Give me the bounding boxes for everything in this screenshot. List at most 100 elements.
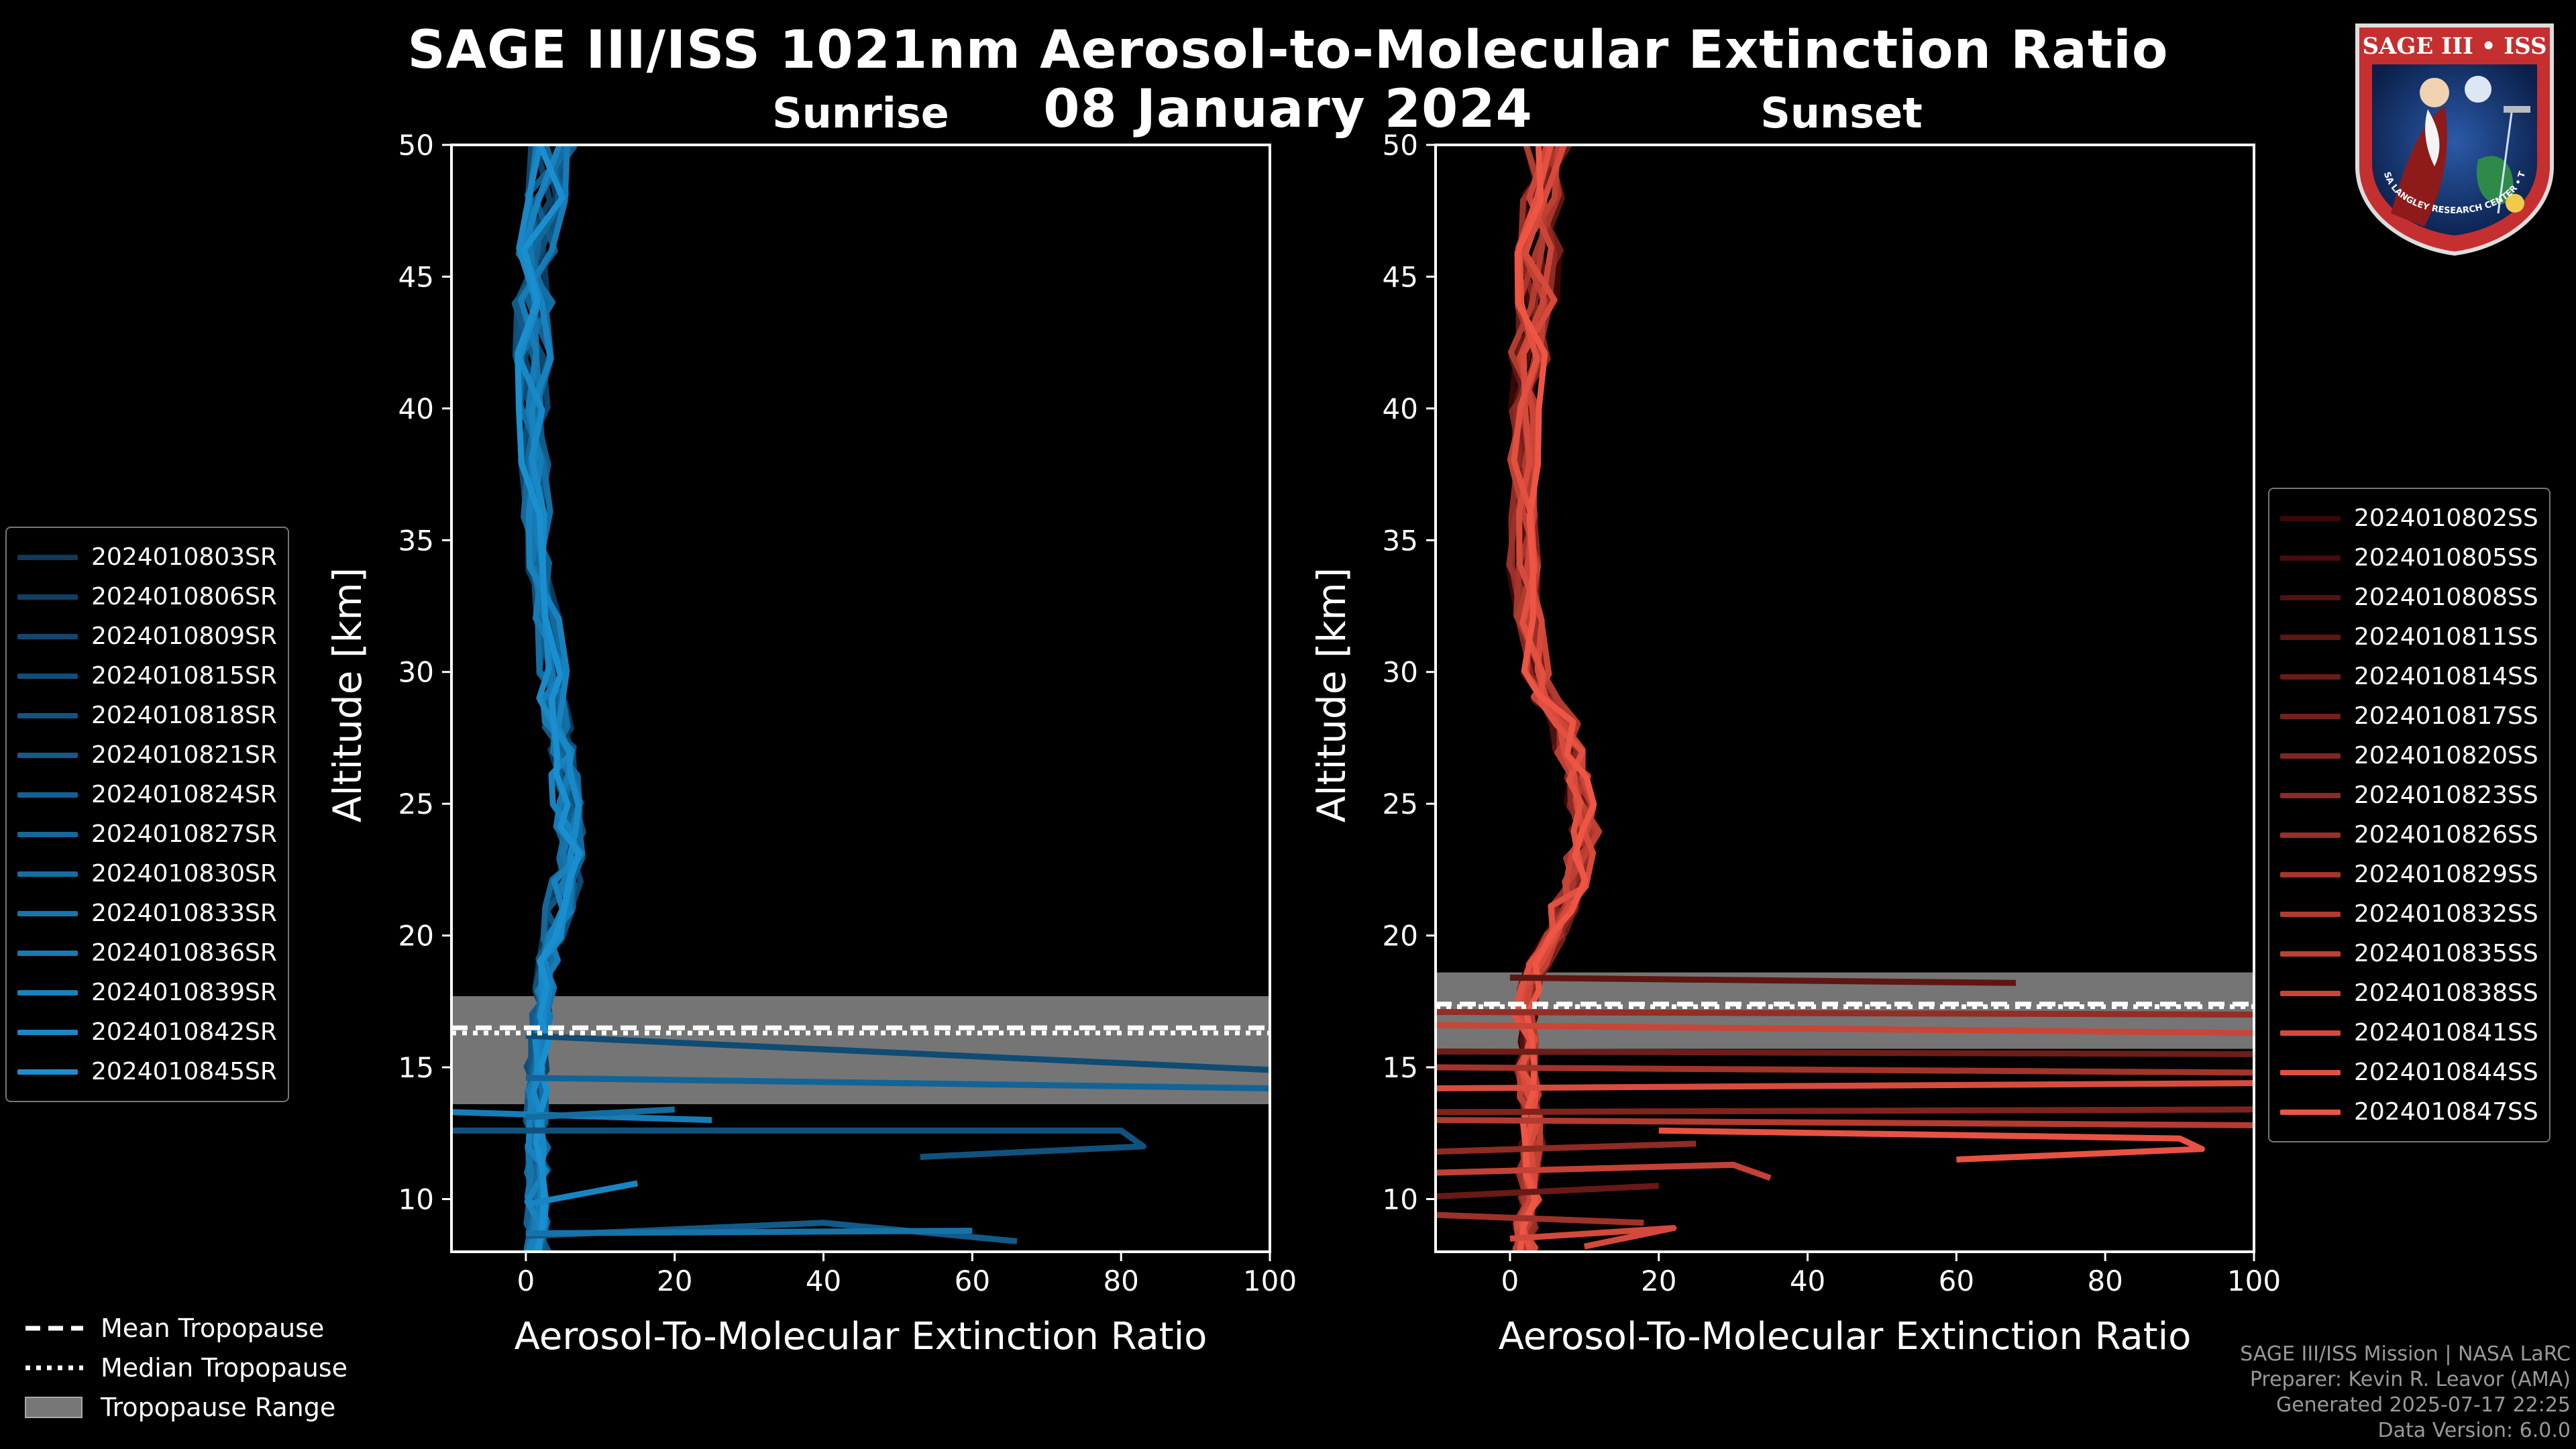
legend-label: 2024010808SS bbox=[2354, 584, 2538, 611]
dotted-line-icon bbox=[25, 1365, 83, 1370]
legend-label: 2024010842SR bbox=[91, 1018, 277, 1046]
legend-swatch bbox=[2280, 1030, 2341, 1036]
legend-swatch bbox=[2280, 753, 2341, 759]
legend-item-2024010802SS: 2024010802SS bbox=[2280, 498, 2538, 538]
legend-item-2024010820SS: 2024010820SS bbox=[2280, 736, 2538, 775]
sunset-ytick-label: 15 bbox=[1383, 1051, 1418, 1084]
sunset-spike-line bbox=[1509, 974, 2017, 986]
legend-swatch bbox=[17, 871, 78, 877]
legend-item-2024010838SS: 2024010838SS bbox=[2280, 973, 2538, 1013]
sunrise-ytick-label: 50 bbox=[398, 129, 434, 162]
legend-label: 2024010809SR bbox=[91, 623, 277, 650]
legend-label: 2024010836SR bbox=[91, 939, 277, 967]
legend-swatch bbox=[17, 594, 78, 600]
legend-swatch bbox=[2280, 832, 2341, 838]
sage-mission-logo: SAGE III • ISS BALL • NASA LANGLEY RESEA… bbox=[2341, 5, 2565, 260]
legend-item-2024010845SR: 2024010845SR bbox=[17, 1052, 277, 1091]
legend-label: 2024010820SS bbox=[2354, 742, 2538, 769]
legend-item-2024010805SS: 2024010805SS bbox=[2280, 538, 2538, 578]
sunset-spike-line bbox=[1436, 1140, 1697, 1155]
sunset-xtick-label: 80 bbox=[2087, 1265, 2123, 1297]
legend-item-2024010815SR: 2024010815SR bbox=[17, 656, 277, 696]
sunset-xtick-label: 40 bbox=[1790, 1265, 1825, 1297]
legend-item-2024010844SS: 2024010844SS bbox=[2280, 1053, 2538, 1092]
legend-label: 2024010815SR bbox=[91, 662, 277, 690]
legend-label: 2024010824SR bbox=[91, 781, 277, 808]
sunset-ytick-label: 30 bbox=[1383, 656, 1418, 689]
sunset-spike-line bbox=[1436, 1022, 2254, 1036]
sunrise-spike-line bbox=[525, 1075, 1270, 1091]
footer-version: Data Version: 6.0.0 bbox=[2377, 1419, 2571, 1442]
legend-swatch bbox=[2280, 990, 2341, 996]
legend-label: 2024010845SR bbox=[91, 1058, 277, 1085]
legend-item-2024010832SS: 2024010832SS bbox=[2280, 894, 2538, 934]
legend-swatch bbox=[17, 1029, 78, 1035]
tropopause-legend: Mean Tropopause Median Tropopause Tropop… bbox=[24, 1308, 347, 1427]
sunrise-spike-line bbox=[525, 1180, 639, 1208]
sunset-ytick-label: 25 bbox=[1383, 788, 1418, 820]
legend-label: 2024010806SR bbox=[91, 583, 277, 610]
legend-label: 2024010847SS bbox=[2354, 1098, 2538, 1126]
sunrise-spike-line bbox=[525, 1032, 1270, 1073]
figure-date: 08 January 2024 bbox=[1043, 79, 1533, 140]
footer-credits: SAGE III/ISS Mission | NASA LaRC Prepare… bbox=[2240, 1342, 2571, 1444]
logo-text: SAGE III • ISS bbox=[2362, 33, 2546, 60]
legend-median-label: Median Tropopause bbox=[101, 1352, 347, 1383]
legend-item-2024010836SR: 2024010836SR bbox=[17, 933, 277, 973]
legend-label: 2024010838SS bbox=[2354, 979, 2538, 1007]
legend-swatch bbox=[2280, 1069, 2341, 1075]
legend-label: 2024010830SR bbox=[91, 860, 277, 888]
sunset-xtick-label: 20 bbox=[1641, 1265, 1676, 1297]
sunset-spike-line bbox=[1436, 1161, 1772, 1181]
legend-swatch bbox=[2280, 1109, 2341, 1115]
sunrise-panel: 0 20 40 60 80 100 10 15 20 25 30 35 40 45 50 Sunrise Aer… bbox=[325, 89, 1297, 1358]
sunrise-spike-line bbox=[451, 1127, 1146, 1161]
sunset-ytick-label: 20 bbox=[1383, 920, 1418, 953]
series-2024010842SR bbox=[516, 145, 582, 1252]
sunset-ytick-label: 45 bbox=[1383, 260, 1418, 293]
sunset-axes-frame bbox=[1434, 144, 2255, 1253]
legend-swatch bbox=[2280, 555, 2341, 561]
footer-preparer: Preparer: Kevin R. Leavor (AMA) bbox=[2249, 1368, 2571, 1391]
sunrise-ytick-label: 30 bbox=[398, 656, 434, 689]
legend-mean-tropopause: Mean Tropopause bbox=[24, 1308, 347, 1348]
sunrise-spike-line bbox=[525, 1106, 675, 1121]
legend-item-2024010839SR: 2024010839SR bbox=[17, 973, 277, 1012]
legend-label: 2024010841SS bbox=[2354, 1019, 2538, 1046]
legend-label: 2024010817SS bbox=[2354, 702, 2538, 730]
sunrise-xtick-label: 0 bbox=[517, 1265, 535, 1297]
legend-swatch bbox=[17, 752, 78, 758]
legend-label: 2024010835SS bbox=[2354, 940, 2538, 967]
sunrise-xtick-label: 80 bbox=[1103, 1265, 1138, 1297]
sunrise-legend: 2024010803SR 2024010806SR 2024010809SR 2024… bbox=[5, 527, 289, 1102]
legend-label: 2024010823SS bbox=[2354, 782, 2538, 809]
legend-swatch bbox=[17, 792, 78, 798]
sunset-spike-line bbox=[1436, 1106, 2254, 1116]
legend-swatch bbox=[2280, 674, 2341, 680]
sunset-ytick-label: 40 bbox=[1383, 392, 1418, 425]
legend-item-2024010809SR: 2024010809SR bbox=[17, 616, 277, 656]
sunrise-xtick-label: 60 bbox=[955, 1265, 990, 1297]
legend-item-2024010803SR: 2024010803SR bbox=[17, 537, 277, 577]
sunset-spike-line bbox=[1436, 1183, 1659, 1199]
range-box-icon bbox=[25, 1396, 83, 1418]
logo-badge-icon: SAGE III • ISS BALL • NASA LANGLEY RESEA… bbox=[2341, 5, 2554, 256]
legend-item-2024010842SR: 2024010842SR bbox=[17, 1012, 277, 1052]
series-2024010839SR bbox=[520, 145, 582, 1252]
sunrise-ytick-label: 15 bbox=[398, 1051, 434, 1084]
footer-generated: Generated 2025-07-17 22:25 bbox=[2275, 1393, 2571, 1417]
sunset-spike-line bbox=[1436, 1064, 2254, 1076]
sunrise-panel-title: Sunrise bbox=[772, 89, 949, 138]
legend-label: 2024010839SR bbox=[91, 979, 277, 1006]
sunset-xaxis-label: Aerosol-To-Molecular Extinction Ratio bbox=[1499, 1315, 2192, 1358]
sunrise-spike-line bbox=[525, 1228, 973, 1236]
legend-label: 2024010844SS bbox=[2354, 1059, 2538, 1086]
legend-swatch bbox=[17, 554, 78, 560]
sunset-xtick-label: 60 bbox=[1939, 1265, 1974, 1297]
legend-swatch bbox=[2280, 634, 2341, 640]
sunset-spike-line bbox=[1436, 1048, 2254, 1057]
legend-item-2024010829SS: 2024010829SS bbox=[2280, 855, 2538, 894]
sunset-yaxis-label: Altitude [km] bbox=[1309, 568, 1354, 822]
legend-item-2024010821SR: 2024010821SR bbox=[17, 735, 277, 775]
legend-label: 2024010818SR bbox=[91, 702, 277, 729]
